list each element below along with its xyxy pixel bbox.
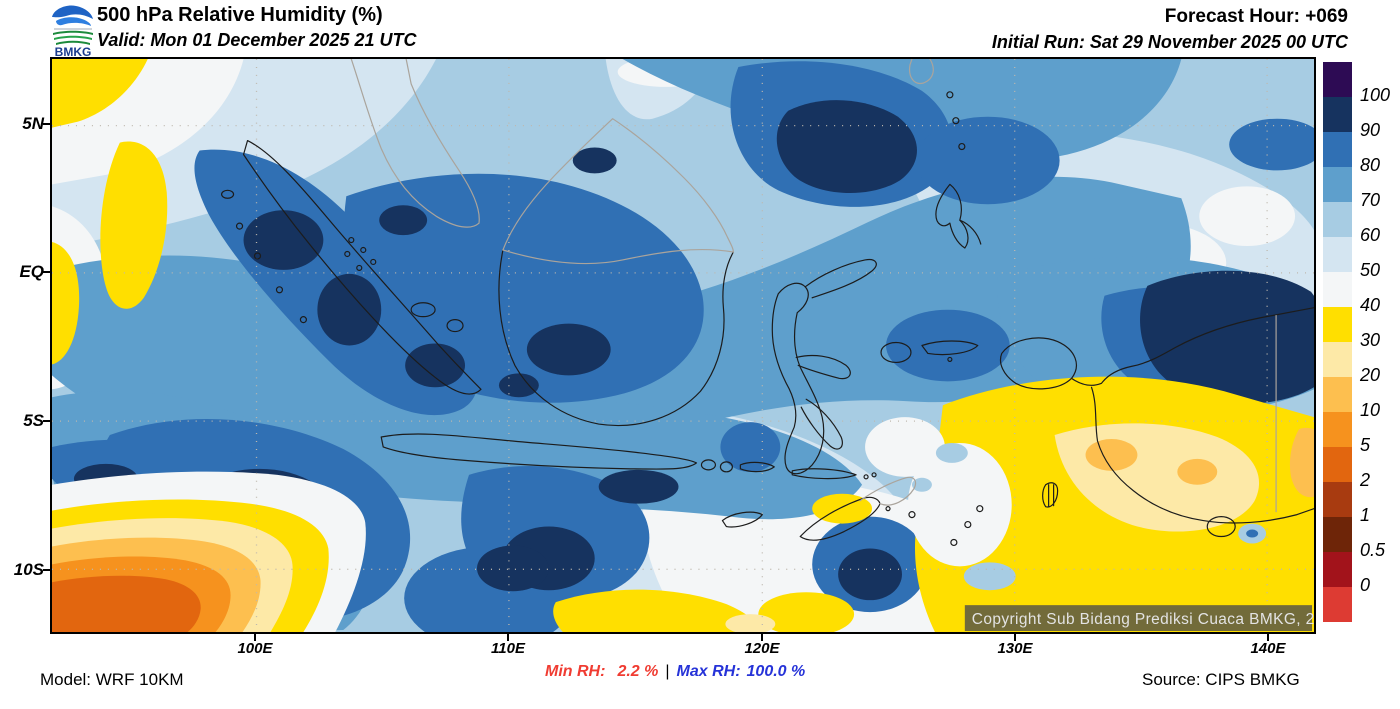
colorbar-segment: [1323, 167, 1352, 202]
lat-label: EQ: [19, 262, 44, 281]
colorbar-segment: [1323, 482, 1352, 517]
max-rh-label: Max RH:: [676, 663, 741, 680]
colorbar-tick-label: 60: [1360, 225, 1381, 245]
page-title: 500 hPa Relative Humidity (%): [97, 4, 383, 26]
lon-tick: [507, 633, 509, 641]
colorbar-segment: [1323, 342, 1352, 377]
colorbar-segments: [1323, 62, 1352, 622]
forecast-hour: Forecast Hour: +069: [1164, 6, 1348, 27]
lat-label: 5S: [23, 411, 44, 430]
colorbar-tick-label: 5: [1360, 435, 1371, 455]
copyright-text: Copyright Sub Bidang Prediksi Cuaca BMKG…: [972, 611, 1314, 628]
colorbar-segment: [1323, 412, 1352, 447]
lon-tick: [1014, 633, 1016, 641]
lon-label: 110E: [491, 640, 525, 657]
model-label: Model: WRF 10KM: [40, 670, 184, 689]
colorbar-tick-label: 0: [1360, 575, 1371, 595]
min-max-separator: |: [665, 663, 670, 680]
colorbar-segment: [1323, 587, 1352, 622]
foreign-coastlines: [350, 59, 1277, 513]
bmkg-logo-text: BMKG: [55, 45, 92, 57]
valid-time: Valid: Mon 01 December 2025 21 UTC: [97, 30, 417, 50]
colorbar-segment: [1323, 307, 1352, 342]
lat-tick: [43, 569, 50, 571]
initial-run: Initial Run: Sat 29 November 2025 00 UTC: [991, 32, 1348, 52]
colorbar-tick-label: 40: [1360, 295, 1381, 315]
colorbar-tick-label: 70: [1360, 190, 1381, 210]
lon-tick: [254, 633, 256, 641]
colorbar-segment: [1323, 132, 1352, 167]
colorbar-tick-label: 2: [1360, 470, 1371, 490]
lon-label: 100E: [237, 640, 273, 657]
min-rh-value: 2.2 %: [617, 663, 659, 680]
colorbar-tick-label: 0.5: [1360, 540, 1386, 560]
lon-tick: [1267, 633, 1269, 641]
colorbar-tick-label: 100: [1360, 85, 1391, 105]
min-rh-label: Min RH:: [545, 663, 606, 680]
lat-label: 5N: [22, 114, 44, 133]
rh-contour-field: Copyright Sub Bidang Prediksi Cuaca BMKG…: [52, 59, 1314, 632]
max-rh-value: 100.0 %: [746, 663, 806, 680]
colorbar-segment: [1323, 552, 1352, 587]
colorbar-segment: [1323, 272, 1352, 307]
lat-tick: [43, 420, 50, 422]
copyright-overlay: Copyright Sub Bidang Prediksi Cuaca BMKG…: [964, 605, 1314, 632]
lat-tick: [43, 123, 50, 125]
colorbar-segment: [1323, 97, 1352, 132]
colorbar-segment: [1323, 237, 1352, 272]
colorbar-tick-label: 80: [1360, 155, 1381, 175]
colorbar-tick-label: 1: [1360, 505, 1371, 525]
min-max-rh: Min RH: 2.2 % | Max RH: 100.0 %: [545, 663, 805, 681]
colorbar-tick-label: 50: [1360, 260, 1381, 280]
lon-tick: [761, 633, 763, 641]
colorbar-segment: [1323, 517, 1352, 552]
lat-label: 10S: [13, 560, 44, 579]
lon-label: 140E: [1250, 640, 1286, 657]
lat-lon-gridlines: [52, 59, 1314, 632]
colorbar-tick-label: 90: [1360, 120, 1381, 140]
bmkg-logo: BMKG: [52, 5, 93, 57]
map-canvas: Copyright Sub Bidang Prediksi Cuaca BMKG…: [50, 57, 1316, 634]
colorbar-segment: [1323, 377, 1352, 412]
lat-tick: [43, 271, 50, 273]
colorbar-tick-label: 10: [1360, 400, 1381, 420]
lon-label: 130E: [997, 640, 1033, 657]
colorbar-tick-label: 20: [1360, 365, 1381, 385]
lon-label: 120E: [744, 640, 780, 657]
indonesia-coastlines: [220, 91, 1314, 547]
colorbar-segment: [1323, 62, 1352, 97]
colorbar-segment: [1323, 447, 1352, 482]
source-label: Source: CIPS BMKG: [1142, 670, 1300, 689]
colorbar-segment: [1323, 202, 1352, 237]
colorbar-tick-label: 30: [1360, 330, 1381, 350]
